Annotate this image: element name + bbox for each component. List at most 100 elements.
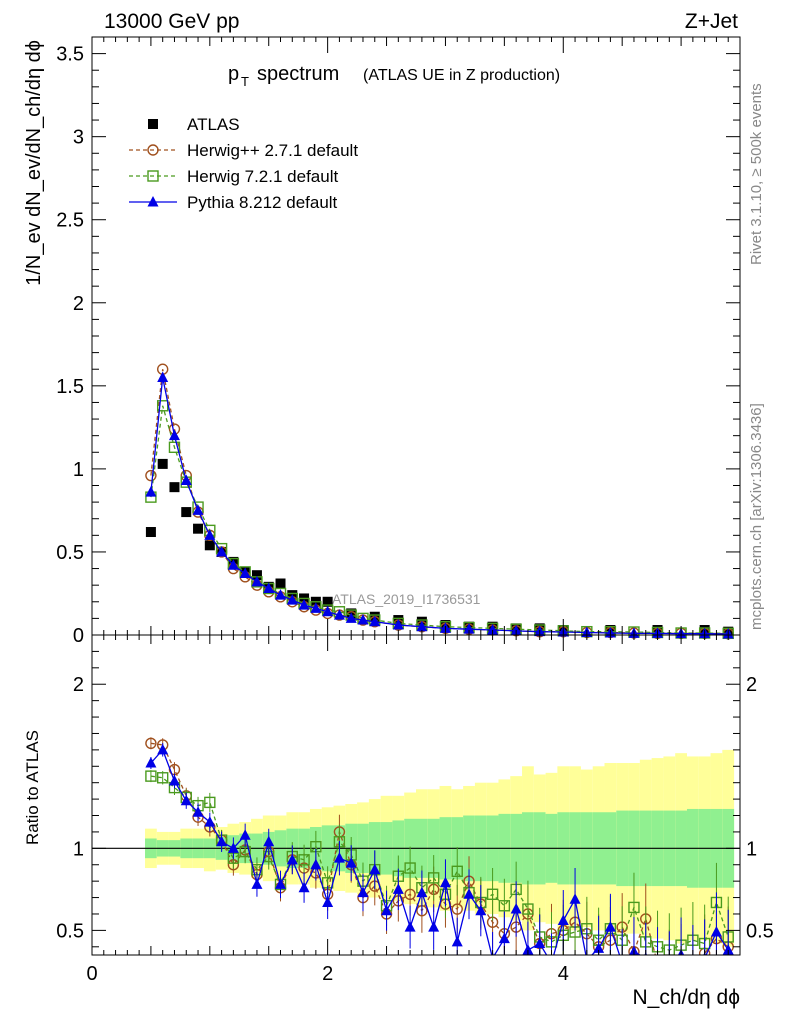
ratio-plot: 0 2 4 0.5 0.5 1 1 2 2 (56, 634, 774, 985)
ratio-point-pythia (722, 944, 734, 955)
y-tick-label: 2.5 (56, 210, 84, 232)
y-tick-label: 3.5 (56, 44, 84, 66)
legend-label: Pythia 8.212 default (187, 193, 338, 212)
side-mcplots-label: mcplots.cern.ch [arXiv:1306.3436] (748, 403, 765, 630)
right-title: Z+Jet (685, 10, 738, 33)
y-axis-label-main: 1/N_ev dN_ev/dN_ch/dη dϕ (23, 40, 45, 286)
ratio-point-pythia (157, 743, 169, 755)
data-point-atlas (157, 458, 168, 469)
ratio-point-pythia (145, 757, 157, 768)
ratio-point-pythia (345, 857, 357, 868)
y-tick-label: 0 (73, 625, 84, 647)
data-point-pythia (263, 582, 275, 593)
data-point-pythia (369, 615, 381, 627)
ratio-point-pythia (204, 816, 216, 827)
data-point-pythia (322, 605, 334, 617)
ratio-series-group (145, 737, 734, 973)
ratio-point-pythia (357, 886, 369, 898)
data-point-pythia (180, 474, 192, 486)
ratio-y-tick-label: 2 (73, 674, 84, 696)
data-point-pythia (157, 371, 169, 383)
ratio-point-pythia (451, 935, 463, 947)
ratio-point-herwig7 (451, 865, 463, 878)
ratio-point-pythia (180, 794, 192, 806)
ratio-point-pythia (216, 835, 228, 847)
ratio-point-pythia (534, 937, 546, 949)
ratio-point-herwig7 (298, 854, 310, 866)
y-tick-label: 1.5 (56, 376, 84, 398)
data-point-herwig_pp (145, 469, 157, 482)
ratio-point-herwig7 (156, 772, 169, 784)
ratio-point-pythia (498, 932, 510, 944)
data-point-pythia (145, 486, 157, 497)
ratio-point-pythia (593, 942, 605, 953)
ratio-point-pythia (381, 904, 393, 916)
data-point-pythia (345, 612, 357, 623)
ratio-point-pythia (298, 881, 310, 893)
ratio-point-pythia (310, 858, 322, 870)
ratio-point-pythia (617, 957, 628, 968)
ratio-point-herwig7 (498, 900, 511, 912)
ratio-y-tick-label: 0.5 (56, 920, 84, 942)
legend-item-herwig7: Herwig 7.2.1 default (129, 167, 338, 186)
ratio-point-pythia (475, 904, 487, 916)
legend-marker-atlas (148, 119, 158, 129)
ratio-point-pythia (251, 878, 263, 889)
ratio-point-pythia (463, 888, 475, 899)
data-point-pythia (333, 609, 345, 620)
legend-label: Herwig 7.2.1 default (187, 167, 338, 186)
ratio-point-pythia (687, 957, 698, 968)
data-point-pythia (168, 429, 180, 441)
data-point-atlas (251, 570, 262, 581)
y-axis-label-ratio: Ratio to ATLAS (23, 730, 42, 845)
ratio-y-tick-label: 0.5 (746, 920, 774, 942)
ratio-point-herwig_pp (664, 961, 674, 971)
main-plot: 0 0.5 1 1.5 2 2.5 3 3.5 (56, 36, 741, 647)
ratio-point-pythia (546, 957, 557, 968)
series-atlas (145, 458, 734, 637)
ratio-line-herwig7 (150, 775, 729, 951)
ratio-point-pythia (664, 962, 675, 973)
ratio-point-pythia (439, 876, 451, 888)
ratio-point-herwig7 (486, 888, 499, 900)
ratio-point-pythia (263, 835, 275, 847)
ratio-point-herwig_pp (653, 958, 663, 968)
series-line-herwig7 (150, 405, 729, 634)
ratio-y-tick-label: 1 (73, 838, 84, 860)
data-point-pythia (239, 567, 251, 579)
data-point-pythia (357, 614, 369, 625)
ratio-point-herwig_pp (145, 737, 157, 750)
ratio-point-pythia (369, 863, 381, 875)
ratio-point-pythia (569, 893, 581, 904)
data-point-pythia (286, 594, 298, 605)
data-point-atlas (204, 540, 215, 551)
ratio-y-tick-label: 1 (746, 838, 757, 860)
ratio-point-pythia (227, 842, 239, 853)
ratio-point-pythia (239, 829, 251, 840)
ratio-frame (91, 634, 741, 956)
legend-marker-herwig7 (147, 170, 159, 182)
ratio-point-pythia (286, 853, 298, 865)
plot-title-sub: T (241, 74, 249, 89)
ratio-point-pythia (416, 886, 428, 898)
ratio-point-pythia (322, 896, 334, 907)
ratio-point-pythia (604, 921, 616, 932)
ratio-point-pythia (652, 957, 663, 968)
ratio-point-pythia (710, 926, 722, 937)
side-rivet-label: Rivet 3.1.10, ≥ 500k events (748, 83, 765, 265)
data-point-pythia (275, 589, 287, 600)
ratio-point-herwig_pp (451, 903, 463, 915)
x-tick-label: 0 (86, 963, 97, 985)
ratio-point-pythia (557, 914, 569, 926)
data-point-pythia (204, 529, 216, 540)
ratio-point-pythia (428, 921, 440, 932)
data-point-atlas (181, 507, 192, 518)
plot-title-main: spectrum (257, 63, 339, 85)
y-tick-label: 3 (73, 127, 84, 149)
y-tick-label: 0.5 (56, 542, 84, 564)
ratio-point-herwig7 (427, 872, 440, 884)
data-point-atlas (145, 527, 156, 538)
plot-title-p: p (228, 63, 239, 85)
legend-label: Herwig++ 2.7.1 default (187, 141, 358, 160)
